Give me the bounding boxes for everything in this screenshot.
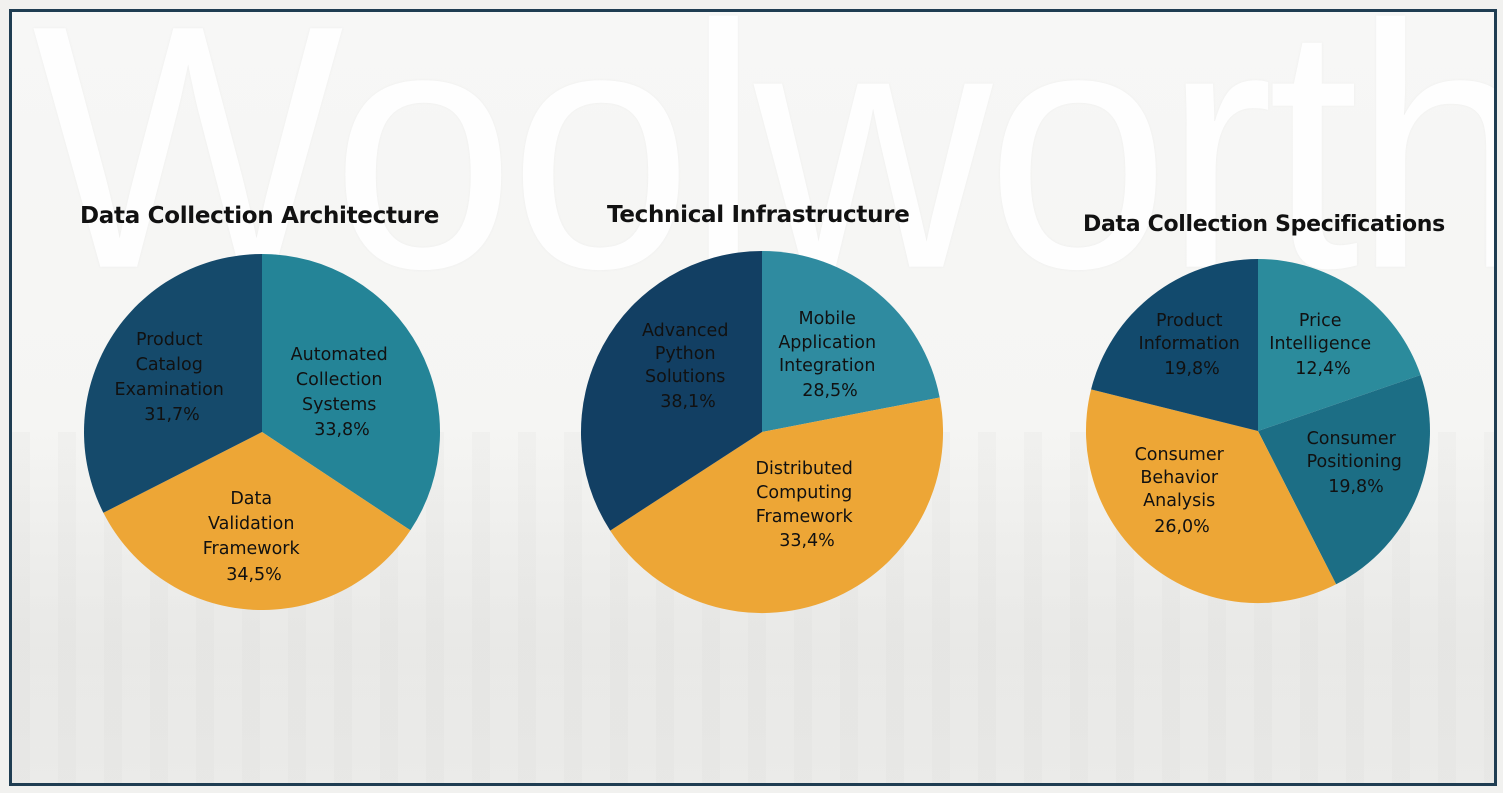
slice-label-line: Price — [1299, 311, 1342, 331]
slice-label-line: Solutions — [645, 367, 725, 387]
svg-text:Product Catalog Ex: Product Catalog Examination 31,7% — [115, 330, 230, 425]
slice-value: 28,5% — [802, 381, 858, 401]
slice-label-line: Integration — [779, 356, 875, 376]
slice-value: 34,5% — [226, 565, 282, 585]
slice-value: 31,7% — [144, 405, 200, 425]
pie-architecture-slices — [84, 254, 441, 611]
slice-value: 26,0% — [1154, 517, 1210, 537]
slice-label-line: Automated — [291, 345, 388, 365]
slice-label-line: Analysis — [1143, 491, 1215, 511]
slice-label-line: Product — [136, 330, 203, 350]
slice-label-line: Examination — [115, 380, 224, 400]
pie-infrastructure-slices — [580, 251, 944, 614]
pie-specifications-slices — [1085, 259, 1430, 604]
slice-label-line: Consumer — [1135, 445, 1225, 465]
svg-text:Advanced Python So: Advanced Python Solutions 38,1% — [642, 321, 734, 412]
slice-label-line: Catalog — [136, 355, 203, 375]
slice-label-line: Validation — [208, 514, 294, 534]
slice-data-validation — [103, 432, 411, 611]
slice-label-line: Python — [655, 344, 716, 364]
pie-architecture-labels: Automated Collection Systems 33,8% Data … — [115, 330, 394, 585]
chart-title-infrastructure: Technical Infrastructure — [607, 202, 910, 228]
slice-product-catalog — [84, 254, 262, 513]
svg-text:Consumer Positioning: Consumer Positioning 19,8% — [1307, 429, 1408, 497]
svg-text:Price Intelligence: Price Intelligence 12,4% — [1269, 311, 1376, 379]
slice-label-line: Information — [1139, 334, 1240, 354]
slice-value: 12,4% — [1295, 359, 1351, 379]
slice-value: 33,8% — [314, 420, 370, 440]
slice-product-information — [1091, 259, 1258, 431]
slice-label-line: Application — [778, 333, 876, 353]
svg-text:Data Validation Fr: Data Validation Framework 34,5% — [203, 489, 305, 585]
chart-title-architecture: Data Collection Architecture — [80, 203, 440, 229]
slice-label-line: Behavior — [1140, 468, 1219, 488]
slice-value: 19,8% — [1164, 359, 1220, 379]
slice-label-line: Data — [230, 489, 272, 509]
slice-label-line: Positioning — [1307, 452, 1402, 472]
slice-label-line: Product — [1156, 311, 1223, 331]
slice-consumer-positioning — [1258, 375, 1430, 585]
slice-label-line: Intelligence — [1269, 334, 1371, 354]
slice-value: 19,8% — [1328, 477, 1384, 497]
svg-text:Mobile Application: Mobile Application Integration 28,5% — [778, 309, 881, 401]
svg-text:Distributed Computing: Distributed Computing Framework 33,4% — [756, 459, 859, 551]
slice-label-line: Mobile — [799, 309, 856, 329]
slice-price-intelligence — [1258, 259, 1421, 431]
slice-label-line: Collection — [296, 370, 383, 390]
slice-distributed-computing — [610, 397, 944, 614]
slice-label-line: Computing — [756, 483, 852, 503]
slice-automated-collection — [262, 254, 441, 531]
slice-label-line: Systems — [302, 395, 376, 415]
svg-text:Automated Collection: Automated Collection Systems 33,8% — [291, 345, 394, 440]
slice-value: 33,4% — [779, 531, 835, 551]
chart-title-specifications: Data Collection Specifications — [1083, 212, 1445, 237]
pie-infrastructure-labels: Mobile Application Integration 28,5% Dis… — [642, 309, 881, 551]
pie-specifications-labels: Price Intelligence 12,4% Consumer Positi… — [1135, 311, 1408, 537]
slice-advanced-python — [580, 251, 762, 531]
slice-value: 38,1% — [660, 392, 716, 412]
slice-label-line: Distributed — [756, 459, 853, 479]
svg-text:Consumer Behavior: Consumer Behavior Analysis 26,0% — [1135, 445, 1230, 537]
slice-consumer-behavior — [1085, 389, 1337, 604]
slice-label-line: Framework — [203, 539, 301, 559]
slice-label-line: Framework — [756, 507, 854, 527]
slice-label-line: Consumer — [1307, 429, 1397, 449]
svg-text:Product Information: Product Information 19,8% — [1139, 311, 1246, 379]
slice-label-line: Advanced — [642, 321, 728, 341]
slice-mobile-application — [762, 251, 940, 432]
